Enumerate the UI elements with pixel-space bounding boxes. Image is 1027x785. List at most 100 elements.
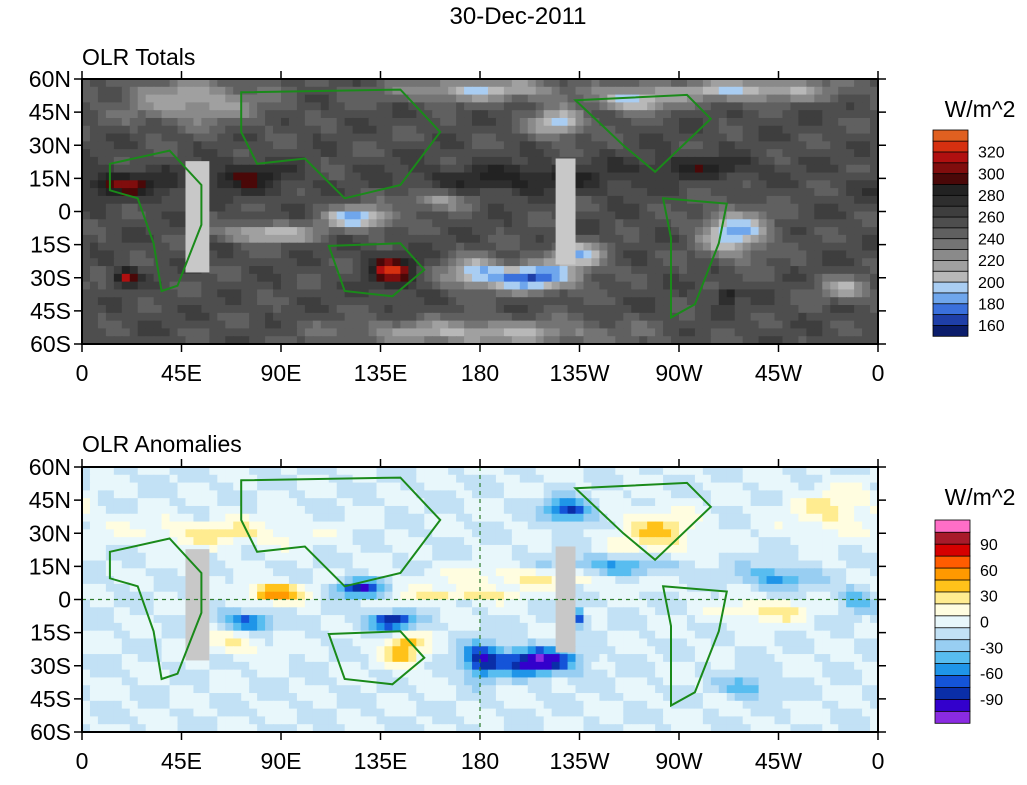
field-cell bbox=[440, 110, 449, 119]
panel-title-totals: OLR Totals bbox=[82, 44, 195, 70]
field-cell bbox=[129, 490, 139, 499]
field-cell bbox=[734, 149, 744, 158]
field-cell bbox=[503, 79, 513, 88]
field-cell bbox=[694, 521, 704, 530]
field-cell bbox=[718, 281, 728, 291]
field-cell bbox=[710, 560, 720, 569]
field-cell bbox=[392, 521, 401, 530]
field-cell bbox=[336, 482, 346, 491]
field-cell bbox=[416, 482, 425, 491]
field-cell bbox=[400, 180, 409, 189]
field-cell bbox=[456, 203, 465, 213]
field-cell bbox=[424, 281, 433, 291]
coastline bbox=[108, 149, 203, 293]
field-cell bbox=[671, 544, 680, 554]
field-cell bbox=[137, 188, 147, 197]
field-cell bbox=[225, 537, 234, 546]
field-cell bbox=[559, 94, 569, 103]
field-cell bbox=[217, 537, 226, 546]
field-cell bbox=[710, 242, 720, 252]
field-cell bbox=[774, 521, 784, 530]
field-cell bbox=[257, 203, 266, 213]
field-cell bbox=[169, 521, 179, 530]
field-cell bbox=[647, 86, 656, 96]
field-cell bbox=[105, 188, 115, 197]
field-cell bbox=[750, 266, 760, 275]
field-cell bbox=[551, 529, 561, 538]
field-cell bbox=[360, 133, 370, 142]
field-cell bbox=[448, 203, 457, 213]
field-cell bbox=[360, 242, 370, 252]
field-cell bbox=[376, 195, 386, 205]
field-cell bbox=[169, 490, 179, 499]
field-cell bbox=[647, 289, 656, 298]
field-cell bbox=[854, 86, 863, 96]
field-cell bbox=[567, 297, 577, 306]
field-cell bbox=[631, 529, 640, 538]
field-cell bbox=[686, 273, 696, 283]
field-cell bbox=[647, 467, 656, 476]
field-cell bbox=[559, 117, 569, 127]
field-cell bbox=[798, 110, 807, 119]
field-cell bbox=[225, 529, 234, 538]
field-cell bbox=[631, 234, 640, 244]
field-cell bbox=[870, 79, 878, 88]
field-cell bbox=[822, 474, 831, 484]
field-cell bbox=[527, 529, 537, 538]
field-cell bbox=[615, 281, 624, 291]
field-cell bbox=[448, 568, 457, 577]
field-cell bbox=[392, 258, 401, 267]
field-cell bbox=[838, 133, 847, 142]
field-cell bbox=[169, 79, 179, 88]
field-cell bbox=[718, 234, 728, 244]
field-cell bbox=[519, 102, 529, 111]
field-cell bbox=[456, 544, 465, 554]
field-cell bbox=[392, 305, 401, 314]
field-cell bbox=[456, 312, 465, 322]
field-cell bbox=[487, 312, 497, 322]
field-cell bbox=[814, 467, 823, 476]
field-cell bbox=[774, 219, 784, 228]
field-cell bbox=[798, 102, 807, 111]
field-cell bbox=[137, 560, 147, 569]
field-cell bbox=[814, 474, 823, 484]
field-cell bbox=[862, 513, 871, 523]
field-cell bbox=[758, 266, 768, 275]
field-cell bbox=[503, 149, 513, 158]
field-cell bbox=[702, 521, 712, 530]
field-cell bbox=[527, 560, 537, 569]
field-cell bbox=[193, 141, 202, 150]
field-cell bbox=[161, 474, 171, 484]
field-cell bbox=[870, 521, 878, 530]
field-cell bbox=[551, 490, 561, 499]
field-cell bbox=[639, 328, 648, 337]
field-cell bbox=[710, 521, 720, 530]
field-cell bbox=[846, 133, 855, 142]
field-cell bbox=[177, 227, 187, 236]
field-cell bbox=[209, 482, 218, 491]
field-cell bbox=[511, 328, 521, 337]
field-cell bbox=[281, 250, 290, 259]
field-cell bbox=[583, 133, 593, 142]
field-cell bbox=[161, 560, 171, 569]
field-cell bbox=[193, 529, 202, 538]
field-cell bbox=[424, 133, 433, 142]
field-cell bbox=[416, 498, 425, 507]
field-cell bbox=[281, 110, 290, 119]
field-cell bbox=[312, 156, 322, 166]
field-cell bbox=[782, 576, 792, 585]
field-cell bbox=[679, 544, 688, 554]
field-cell bbox=[718, 289, 728, 298]
field-cell bbox=[360, 513, 370, 523]
field-cell bbox=[233, 94, 242, 103]
field-cell bbox=[655, 227, 664, 236]
field-cell bbox=[360, 156, 370, 166]
field-cell bbox=[519, 94, 529, 103]
field-cell bbox=[265, 273, 274, 283]
field-cell bbox=[567, 110, 577, 119]
field-cell bbox=[312, 490, 322, 499]
field-cell bbox=[105, 336, 115, 344]
field-cell bbox=[607, 258, 616, 267]
field-cell bbox=[694, 164, 704, 174]
field-cell bbox=[838, 258, 847, 267]
